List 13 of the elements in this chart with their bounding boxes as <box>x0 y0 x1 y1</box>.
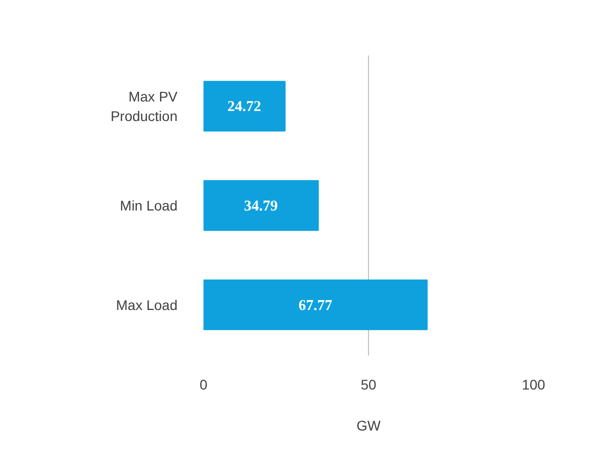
data-label: 24.72 <box>227 99 262 116</box>
x-tick-label: 50 <box>360 376 376 392</box>
bar <box>204 80 286 132</box>
x-tick-label: 0 <box>200 376 208 392</box>
y-tick-label: Max Load <box>116 296 178 313</box>
data-label: 34.79 <box>244 198 278 214</box>
bar <box>204 180 319 231</box>
y-tick-label: Min Load <box>120 198 178 214</box>
bar <box>204 280 428 330</box>
y-tick-label: Max PV Production <box>110 88 178 124</box>
x-tick-label: 100 <box>522 376 546 392</box>
data-label: 67.77 <box>298 298 333 314</box>
x-axis-title: GW <box>356 418 382 434</box>
